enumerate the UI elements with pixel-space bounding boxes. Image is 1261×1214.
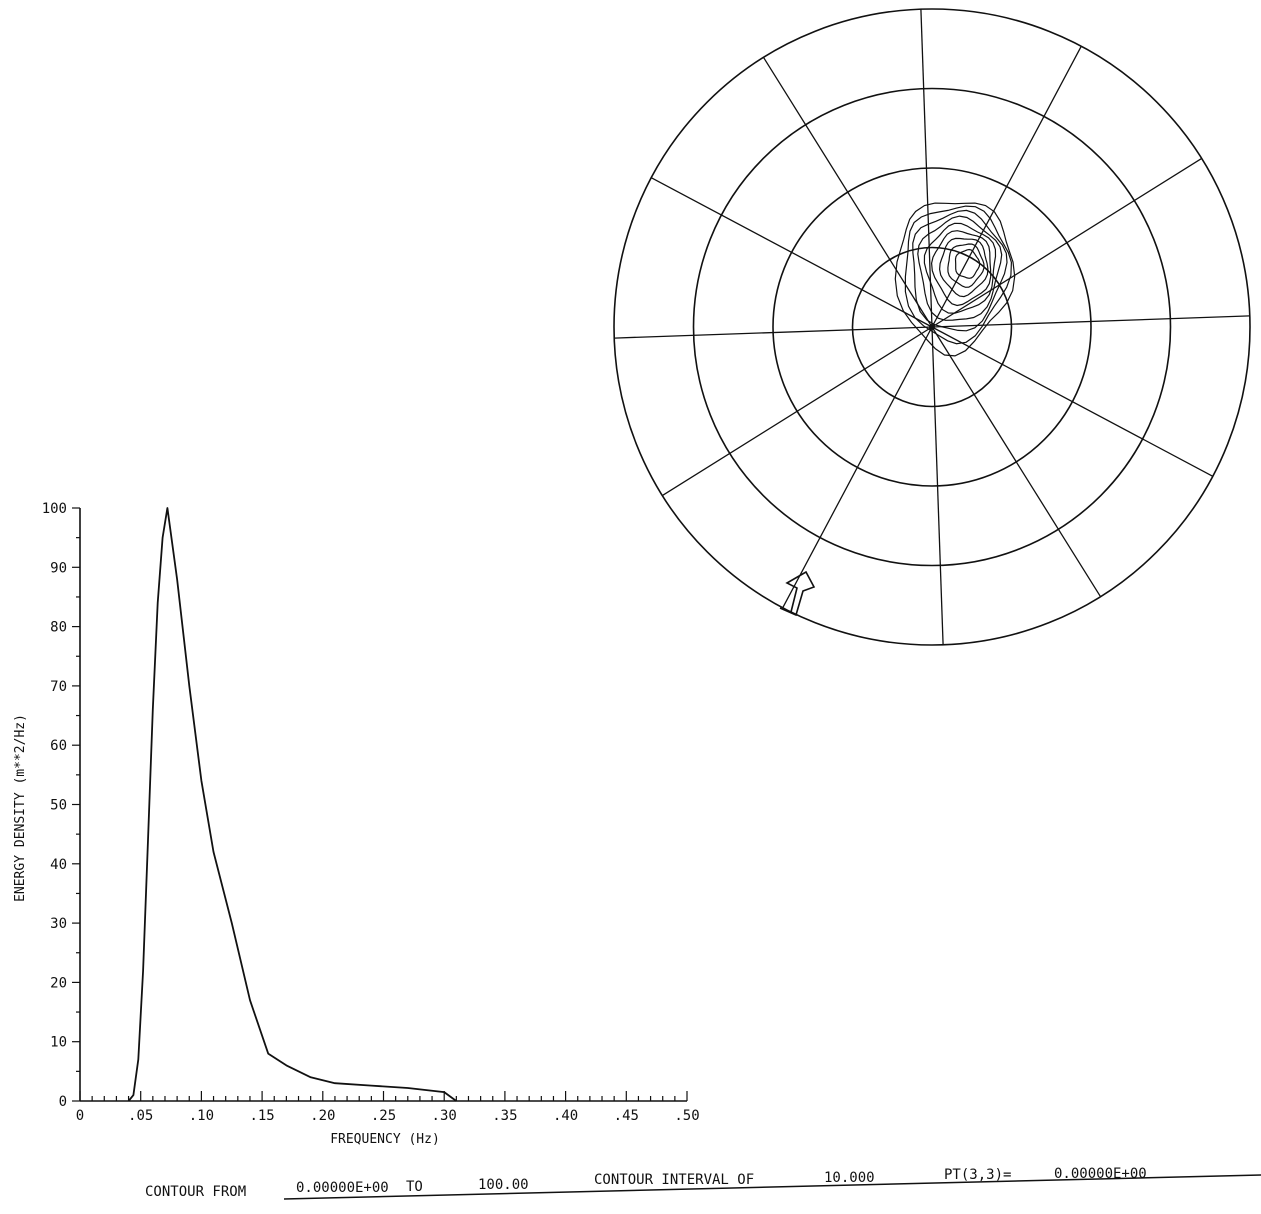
contour-to-value: 100.00 (478, 1177, 529, 1193)
x-axis-tick-labels: 0 .05 .10 .15 .20 .25 .30 .35 .40 .45 .50 (76, 1108, 700, 1124)
contour-line (947, 243, 985, 288)
y-tick-label: 70 (50, 679, 67, 695)
polar-rings (613, 8, 1251, 646)
contour-line (912, 209, 1008, 332)
y-tick-label: 40 (50, 857, 67, 873)
x-tick-label: 0 (76, 1108, 84, 1124)
polar-spoke (920, 9, 933, 328)
x-tick-label: .45 (614, 1108, 639, 1124)
y-axis-ticks (72, 507, 80, 1102)
polar-spoke (762, 56, 933, 328)
polar-ring (851, 246, 1013, 408)
y-axis-tick-labels: 0 10 20 30 40 50 60 70 80 90 100 (42, 501, 67, 1110)
series-line-energy (127, 507, 457, 1102)
direction-arrow (779, 570, 816, 617)
contour-line (904, 205, 1013, 345)
energy-spectrum-chart: 0 10 20 30 40 50 60 70 80 90 100 0 .05 .10 .15 .20 .25.… (13, 501, 700, 1147)
contour-footer: CONTOUR FROM 0.00000E+00 TO 100.00 CONTO… (145, 1166, 1261, 1200)
polar-spoke (931, 326, 944, 645)
y-tick-label: 90 (50, 560, 67, 576)
footer-rule (283, 1174, 1261, 1200)
x-tick-label: .15 (249, 1108, 274, 1124)
x-tick-label: .25 (371, 1108, 396, 1124)
x-tick-label: .40 (553, 1108, 578, 1124)
contour-line (930, 230, 992, 307)
contour-to-label: TO (406, 1179, 423, 1195)
x-tick-label: .10 (189, 1108, 214, 1124)
y-tick-label: 30 (50, 916, 67, 932)
polar-spoke (931, 157, 1203, 328)
contour-line (954, 248, 981, 279)
polar-ring (692, 87, 1172, 567)
polar-spoke (931, 326, 1102, 598)
polar-spokes (614, 9, 1250, 645)
y-tick-label: 60 (50, 738, 67, 754)
x-axis-ticks (79, 1091, 688, 1101)
contour-line (938, 237, 989, 298)
polar-spoke (931, 326, 1214, 477)
y-tick-label: 20 (50, 975, 67, 991)
x-tick-label: .35 (492, 1108, 517, 1124)
polar-spectrum-plot (613, 8, 1251, 646)
x-tick-label: .05 (128, 1108, 153, 1124)
y-axis-title: ENERGY DENSITY (m**2/Hz) (13, 714, 28, 902)
contour-line (894, 202, 1016, 357)
contour-from-value: 0.00000E+00 (296, 1180, 389, 1196)
polar-spoke (661, 326, 933, 497)
polar-contours (894, 202, 1016, 357)
x-axis-title: FREQUENCY (Hz) (330, 1132, 440, 1147)
y-tick-label: 100 (42, 501, 67, 517)
contour-line (917, 215, 1003, 321)
contour-line (923, 222, 997, 314)
polar-spoke (931, 45, 1082, 328)
y-tick-label: 10 (50, 1035, 67, 1051)
x-tick-label: .30 (432, 1108, 457, 1124)
polar-spoke (931, 315, 1250, 328)
polar-center-dot (929, 324, 935, 330)
polar-spoke (650, 177, 933, 328)
x-tick-label: .50 (674, 1108, 699, 1124)
contour-interval-label: CONTOUR INTERVAL OF (594, 1172, 754, 1188)
x-tick-label: .20 (310, 1108, 335, 1124)
polar-ring (772, 167, 1092, 487)
y-tick-label: 50 (50, 798, 67, 814)
polar-spoke (782, 326, 933, 609)
y-tick-label: 80 (50, 620, 67, 636)
y-tick-label: 0 (59, 1094, 67, 1110)
contour-from-label: CONTOUR FROM (145, 1184, 246, 1200)
polar-spoke (614, 326, 933, 339)
contour-interval-value: 10.000 (824, 1170, 875, 1186)
pt-label: PT(3,3)= (944, 1167, 1011, 1183)
polar-ring (613, 8, 1251, 646)
